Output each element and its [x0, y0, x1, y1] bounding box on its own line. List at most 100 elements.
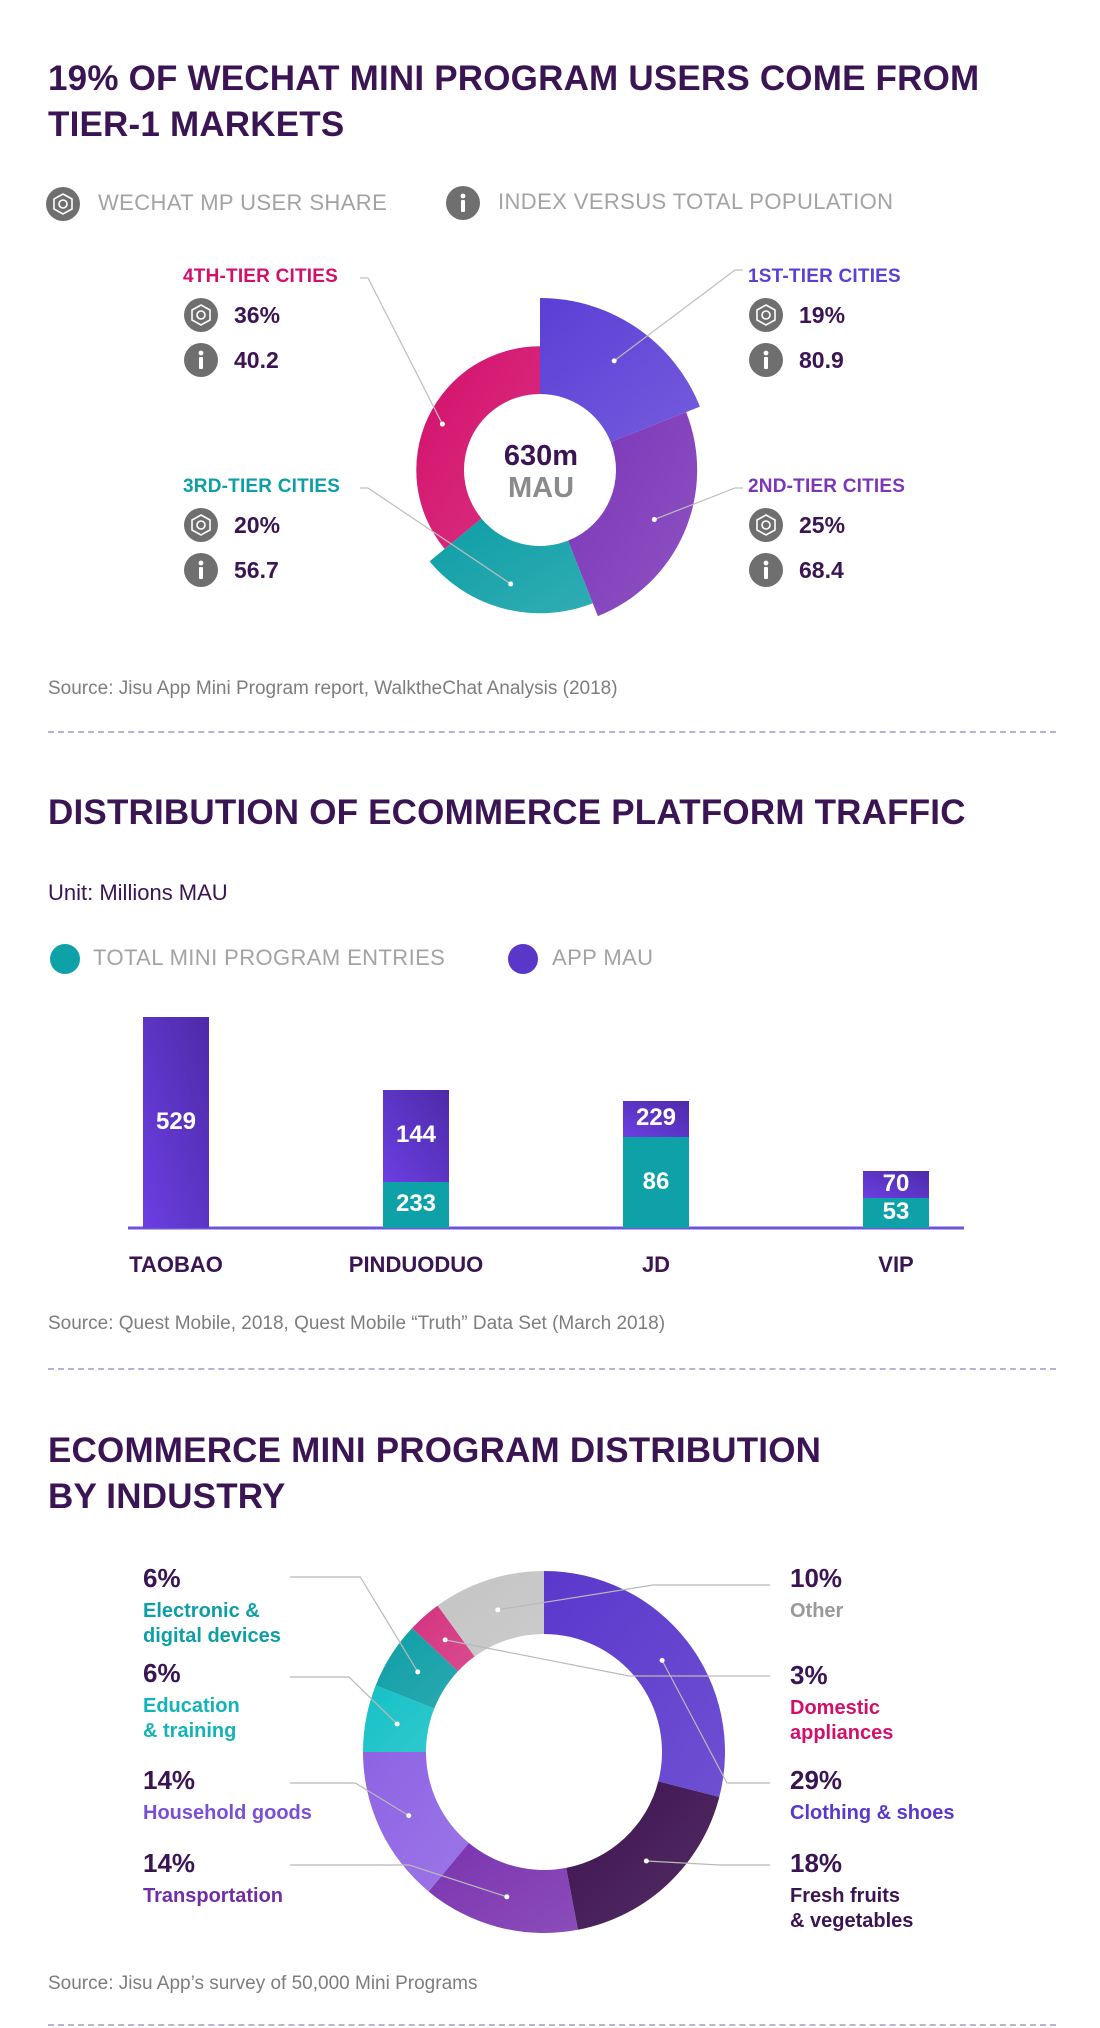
bar-app-mau-value: 229 — [635, 1104, 677, 1131]
chart-center-label: 630m MAU — [476, 440, 606, 504]
industry-slice-5 — [363, 1685, 435, 1752]
tier-index-value: 56.7 — [234, 557, 279, 583]
industry-leader-line — [497, 1584, 770, 1611]
unit-label: Unit: Millions MAU — [48, 880, 228, 905]
bar-app-mau-value: 144 — [395, 1121, 437, 1148]
section1-title-line1: 19% OF WECHAT MINI PROGRAM USERS COME FR… — [48, 59, 980, 98]
tier-leader-line — [654, 487, 736, 521]
section3-source: Source: Jisu App’s survey of 50,000 Mini… — [48, 1973, 478, 1994]
industry-name: Other — [790, 1600, 844, 1622]
industry-leader-dot — [415, 1669, 421, 1675]
section-divider — [48, 2024, 1056, 2026]
industry-name: & training — [143, 1720, 237, 1742]
section-divider — [48, 1368, 1056, 1370]
industry-leader-dot — [495, 1607, 501, 1613]
industry-pct: 6% — [143, 1658, 181, 1688]
user-share-icon — [46, 187, 80, 221]
tier-leader-dot — [508, 581, 514, 587]
section1-title-line2: TIER-1 MARKETS — [48, 105, 345, 144]
tier-share-value: 20% — [234, 512, 281, 538]
industry-leader-dot — [659, 1657, 665, 1663]
tier-leader-line — [367, 277, 443, 425]
tier-leader-dot — [651, 516, 657, 522]
category-label: JD — [641, 1252, 671, 1277]
industry-name: Household goods — [143, 1802, 312, 1824]
category-label: TAOBAO — [129, 1252, 223, 1277]
industry-slice-3 — [428, 1842, 578, 1933]
legend-entries-swatch — [50, 944, 80, 974]
user-share-icon — [184, 508, 218, 542]
tier-index-value: 80.9 — [799, 347, 844, 373]
section2-source: Source: Quest Mobile, 2018, Quest Mobile… — [48, 1313, 666, 1334]
bar-app-mau-value: 70 — [882, 1169, 910, 1197]
industry-slice-2 — [566, 1781, 720, 1930]
industry-leader-line — [646, 1860, 770, 1866]
industry-leader-dot — [504, 1894, 510, 1900]
industry-pct: 18% — [790, 1848, 843, 1878]
bar-entries-pinduoduo — [383, 1182, 449, 1228]
bar-entries-value: 86 — [642, 1167, 670, 1195]
industry-name: Domestic — [790, 1697, 881, 1719]
index-info-icon — [446, 186, 480, 220]
legend-user-share: WECHAT MP USER SHARE — [98, 190, 388, 215]
tier-name: 2ND-TIER CITIES — [748, 476, 906, 497]
center-value: 630m — [503, 440, 579, 472]
tier-index-value: 68.4 — [799, 557, 844, 583]
industry-slice-6 — [375, 1628, 458, 1709]
industry-name: Transportation — [143, 1885, 284, 1907]
industry-name: appliances — [790, 1722, 894, 1744]
industry-leader-dot — [643, 1858, 649, 1864]
tier-segment-3 — [429, 518, 593, 614]
user-share-icon — [749, 298, 783, 332]
bar-entries-jd — [623, 1137, 689, 1228]
bar-entries-value: 53 — [882, 1198, 910, 1225]
tier-name: 4TH-TIER CITIES — [183, 266, 339, 287]
index-info-icon — [184, 553, 218, 587]
tier-name: 1ST-TIER CITIES — [748, 266, 901, 287]
tier-leader-dot — [611, 358, 617, 364]
legend-index: INDEX VERSUS TOTAL POPULATION — [498, 189, 894, 214]
tier-leader-line — [613, 269, 736, 362]
industry-leader-line — [661, 1660, 770, 1784]
industry-leader-dot — [394, 1721, 400, 1727]
industry-name: Fresh fruits — [790, 1885, 901, 1907]
section3-title-line2: BY INDUSTRY — [48, 1477, 286, 1516]
bar-app-mau-taobao — [143, 1017, 209, 1228]
index-info-icon — [749, 343, 783, 377]
bar-app-mau-jd — [623, 1101, 689, 1137]
section3-title: ECOMMERCE MINI PROGRAM DISTRIBUTION BY I… — [48, 1428, 821, 1520]
industry-name: digital devices — [143, 1625, 281, 1647]
category-label: VIP — [878, 1252, 914, 1277]
index-info-icon — [749, 553, 783, 587]
tier-name: 3RD-TIER CITIES — [183, 476, 341, 497]
industry-pct: 3% — [790, 1660, 828, 1690]
industry-name: Clothing & shoes — [790, 1802, 955, 1824]
section2-title: DISTRIBUTION OF ECOMMERCE PLATFORM TRAFF… — [48, 793, 966, 832]
tier-index-value: 40.2 — [234, 347, 279, 373]
bar-app-mau-value: 529 — [155, 1107, 197, 1135]
bar-app-mau-pinduoduo — [383, 1090, 449, 1182]
industry-name: Electronic & — [143, 1600, 260, 1622]
category-label: PINDUODUO — [348, 1252, 484, 1277]
tier-share-value: 25% — [799, 512, 846, 538]
industry-pct: 6% — [143, 1563, 181, 1593]
industry-name: Education — [143, 1695, 240, 1717]
section1-source: Source: Jisu App Mini Program report, Wa… — [48, 678, 618, 699]
industry-pct: 29% — [790, 1765, 843, 1795]
industry-leader-line — [445, 1639, 770, 1677]
tier-leader-line — [367, 487, 512, 585]
bar-entries-vip — [863, 1198, 929, 1228]
industry-pct: 10% — [790, 1563, 843, 1593]
tier-segment-4 — [416, 346, 540, 549]
center-unit: MAU — [507, 472, 575, 504]
bar-entries-value: 233 — [395, 1190, 437, 1217]
industry-leader-dot — [442, 1637, 448, 1643]
tier-segment-2 — [567, 412, 698, 617]
tier-share-value: 19% — [799, 302, 846, 328]
industry-slice-1 — [544, 1571, 725, 1798]
industry-pct: 14% — [143, 1848, 196, 1878]
industry-name: & vegetables — [790, 1910, 914, 1932]
user-share-icon — [184, 298, 218, 332]
tier-segment-1 — [540, 298, 700, 443]
